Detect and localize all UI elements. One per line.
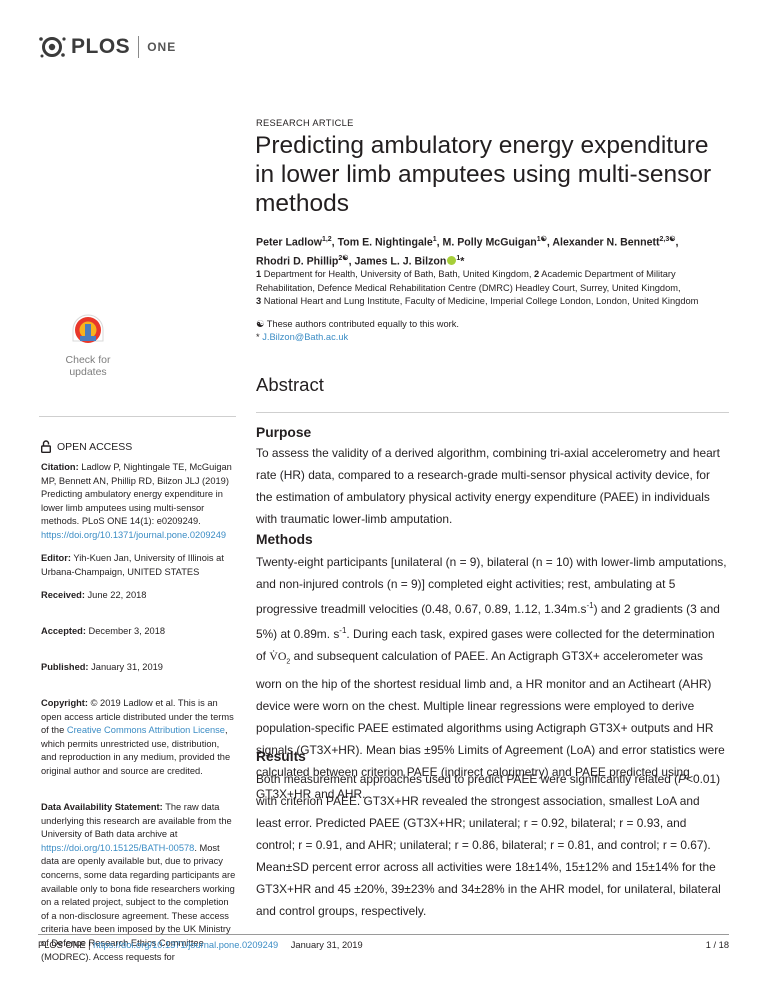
received-label: Received:	[41, 590, 85, 600]
logo-divider	[138, 36, 140, 58]
editor-block: Editor: Yih-Kuen Jan, University of Illi…	[41, 552, 237, 579]
open-lock-icon	[41, 440, 51, 453]
open-access-badge: OPEN ACCESS	[41, 440, 132, 453]
accepted-date: December 3, 2018	[88, 626, 166, 636]
footer-doi-link[interactable]: https://doi.org/10.1371/journal.pone.020…	[93, 940, 279, 950]
footer-divider	[38, 934, 729, 935]
author-name[interactable]: Peter Ladlow	[256, 236, 322, 249]
data-availability-text-cont: . Most data are openly available but, du…	[41, 842, 236, 962]
citation-doi-link[interactable]: https://doi.org/10.1371/journal.pone.020…	[41, 529, 227, 540]
author-separator: ,	[546, 236, 553, 249]
corresponding-author: * J.Bilzon@Bath.ac.uk	[256, 331, 726, 344]
plos-logo-icon	[38, 34, 68, 60]
affiliations: 1 Department for Health, University of B…	[256, 268, 736, 309]
methods-heading: Methods	[256, 532, 313, 547]
author-name[interactable]: Alexander N. Bennett	[552, 236, 660, 249]
corresponding-marker: *	[460, 255, 465, 268]
license-link[interactable]: Creative Commons Attribution License	[66, 725, 225, 736]
data-availability-label: Data Availability Statement:	[41, 802, 163, 812]
author-affil-sup: 1☯	[536, 236, 547, 243]
author-name[interactable]: Rhodri D. Phillip	[256, 255, 339, 268]
footer-journal: PLOS ONE |	[38, 940, 91, 950]
article-type: RESEARCH ARTICLE	[256, 118, 354, 128]
data-availability-text: The raw data underlying this research ar…	[41, 802, 232, 840]
corresponding-email-link[interactable]: J.Bilzon@Bath.ac.uk	[262, 332, 349, 343]
results-heading: Results	[256, 749, 306, 764]
affiliation-number: 1	[256, 269, 262, 279]
published-block: Published: January 31, 2019	[41, 661, 237, 675]
article-title: Predicting ambulatory energy expenditure…	[255, 132, 712, 217]
logo-text: PLOS	[71, 35, 131, 58]
accepted-label: Accepted:	[41, 626, 86, 636]
results-text: <0.01) with criterion PAEE. GT3X+HR reve…	[256, 772, 721, 918]
check-for-updates-label[interactable]: Check for updates	[65, 354, 111, 378]
author-name[interactable]: James L. J. Bilzon	[354, 255, 447, 268]
purpose-heading: Purpose	[256, 425, 312, 440]
author-separator: ,	[675, 236, 679, 249]
author-separator: ,	[348, 255, 355, 268]
methods-text: ) and 2 gradients (3 and 5%) at 0.89m. s	[256, 601, 720, 641]
editor-label: Editor:	[41, 553, 71, 563]
results-p-value: P	[678, 772, 687, 786]
published-label: Published:	[41, 662, 89, 672]
corresponding-mark: *	[256, 332, 260, 343]
published-date: January 31, 2019	[91, 662, 163, 672]
page-number: 1 / 18	[705, 940, 729, 950]
vo2-symbol: V̇O	[269, 648, 287, 663]
author-name[interactable]: Tom E. Nightingale	[337, 236, 433, 249]
orcid-icon[interactable]	[447, 255, 457, 265]
affiliation-text: Academic Department of Military Rehabili…	[256, 269, 681, 293]
author-list: Peter Ladlow1,2, Tom E. Nightingale1, M.…	[256, 232, 726, 269]
open-access-label: OPEN ACCESS	[57, 440, 133, 453]
affiliation-text: National Heart and Lung Institute, Facul…	[263, 296, 699, 307]
citation-block: Citation: Ladlow P, Nightingale TE, McGu…	[41, 461, 237, 543]
footer-date: January 31, 2019	[290, 940, 363, 950]
affiliation-number: 2	[534, 269, 540, 279]
sidebar-divider	[39, 416, 236, 417]
methods-text: and subsequent calculation of PAEE. An A…	[256, 648, 725, 802]
author-affil-sup: 1	[456, 254, 461, 262]
data-archive-link[interactable]: https://doi.org/10.15125/BATH-00578	[41, 842, 195, 853]
methods-text: Twenty-eight participants [unilateral (n…	[256, 555, 727, 616]
author-affil-sup: 1	[432, 236, 437, 243]
plos-one-logo[interactable]: PLOS ONE	[38, 34, 176, 60]
received-block: Received: June 22, 2018	[41, 589, 237, 603]
copyright-text-cont: , which permits unrestricted use, distri…	[41, 725, 231, 776]
affiliation-number: 3	[256, 296, 262, 307]
results-text: Both measurement approaches used to pred…	[256, 772, 679, 786]
copyright-text: © 2019 Ladlow et al. This is an open acc…	[41, 698, 234, 736]
methods-superscript: -1	[339, 625, 347, 635]
author-name[interactable]: M. Polly McGuigan	[442, 236, 537, 249]
affiliation-text: Department for Health, University of Bat…	[263, 269, 532, 279]
author-affil-sup: 2☯	[338, 254, 349, 262]
methods-text: . During each task, expired gases were c…	[256, 626, 715, 663]
data-availability-block: Data Availability Statement: The raw dat…	[41, 801, 237, 964]
editor-text: Yih-Kuen Jan, University of Illinois at …	[41, 553, 224, 577]
results-paragraph: Both measurement approaches used to pred…	[256, 768, 727, 922]
author-separator: ,	[436, 236, 443, 249]
accepted-block: Accepted: December 3, 2018	[41, 625, 237, 639]
methods-paragraph: Twenty-eight participants [unilateral (n…	[256, 551, 727, 805]
page-footer: PLOS ONE | https://doi.org/10.1371/journ…	[38, 940, 729, 950]
received-date: June 22, 2018	[87, 590, 147, 600]
author-affil-sup: 1,2	[321, 236, 332, 243]
abstract-heading: Abstract	[256, 374, 324, 395]
citation-label: Citation:	[41, 462, 79, 472]
equal-contribution-note: ☯ These authors contributed equally to t…	[256, 319, 459, 329]
abstract-divider	[256, 412, 729, 413]
check-for-updates-icon[interactable]	[56, 311, 120, 381]
purpose-paragraph: To assess the validity of a derived algo…	[256, 446, 720, 526]
citation-text: Ladlow P, Nightingale TE, McGuigan MP, B…	[41, 462, 232, 527]
author-separator: ,	[331, 236, 338, 249]
author-notes: ☯ These authors contributed equally to t…	[256, 318, 726, 344]
copyright-label: Copyright:	[41, 698, 88, 708]
copyright-block: Copyright: © 2019 Ladlow et al. This is …	[41, 697, 237, 779]
author-affil-sup: 2,3☯	[659, 236, 676, 243]
journal-name: ONE	[147, 40, 177, 54]
methods-superscript: -1	[586, 601, 594, 610]
vo2-subscript: 2	[286, 658, 291, 666]
